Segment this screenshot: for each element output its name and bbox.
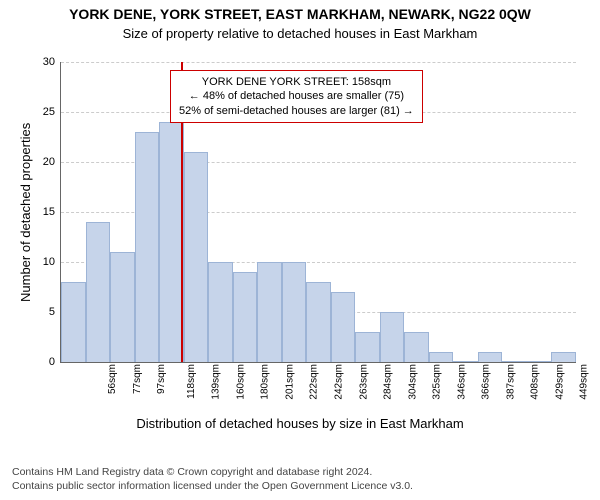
callout-line-1: YORK DENE YORK STREET: 158sqm: [179, 75, 414, 89]
x-tick-label: 429sqm: [554, 364, 565, 400]
y-tick-label: 10: [43, 256, 61, 268]
y-tick-label: 25: [43, 106, 61, 118]
x-tick-label: 201sqm: [285, 364, 296, 400]
x-tick-label: 325sqm: [432, 364, 443, 400]
x-tick-label: 160sqm: [235, 364, 246, 400]
x-tick-label: 139sqm: [211, 364, 222, 400]
x-tick-label: 346sqm: [456, 364, 467, 400]
x-tick-label: 242sqm: [334, 364, 345, 400]
histogram-bar: [478, 352, 503, 362]
x-tick-label: 263sqm: [358, 364, 369, 400]
y-axis-label: Number of detached properties: [18, 123, 33, 302]
histogram-bar: [61, 282, 86, 362]
x-tick-label: 366sqm: [481, 364, 492, 400]
histogram-bar: [453, 361, 478, 362]
footer-line-1: Contains HM Land Registry data © Crown c…: [12, 466, 372, 478]
x-tick-label: 180sqm: [260, 364, 271, 400]
histogram-bar: [502, 361, 527, 362]
x-tick-label: 449sqm: [579, 364, 590, 400]
histogram-bar: [184, 152, 209, 362]
histogram-bar: [208, 262, 233, 362]
y-tick-label: 15: [43, 206, 61, 218]
x-tick-label: 408sqm: [530, 364, 541, 400]
histogram-bar: [110, 252, 135, 362]
x-tick-label: 304sqm: [407, 364, 418, 400]
x-tick-label: 56sqm: [107, 364, 118, 394]
histogram-bar: [551, 352, 576, 362]
histogram-bar: [380, 312, 405, 362]
histogram-bar: [429, 352, 454, 362]
y-tick-label: 5: [49, 306, 61, 318]
histogram-bar: [306, 282, 331, 362]
histogram-bar: [331, 292, 356, 362]
x-tick-label: 118sqm: [186, 364, 197, 399]
property-callout: YORK DENE YORK STREET: 158sqm ← 48% of d…: [170, 70, 423, 123]
callout-line-2: ← 48% of detached houses are smaller (75…: [179, 89, 414, 103]
x-axis-label: Distribution of detached houses by size …: [0, 416, 600, 431]
histogram-bar: [233, 272, 258, 362]
histogram-bar: [135, 132, 160, 362]
property-size-chart: YORK DENE, YORK STREET, EAST MARKHAM, NE…: [0, 0, 600, 500]
x-tick-label: 97sqm: [156, 364, 167, 394]
y-tick-label: 0: [49, 356, 61, 368]
histogram-bar: [159, 122, 184, 362]
y-tick-label: 30: [43, 56, 61, 68]
histogram-bar: [257, 262, 282, 362]
histogram-bar: [355, 332, 380, 362]
footer-line-2: Contains public sector information licen…: [12, 480, 413, 492]
x-tick-label: 387sqm: [505, 364, 516, 400]
histogram-bar: [282, 262, 307, 362]
x-tick-label: 222sqm: [309, 364, 320, 400]
x-tick-label: 284sqm: [383, 364, 394, 400]
grid-line: [61, 62, 576, 63]
histogram-bar: [404, 332, 429, 362]
histogram-bar: [86, 222, 111, 362]
chart-subtitle: Size of property relative to detached ho…: [0, 26, 600, 41]
x-tick-label: 77sqm: [132, 364, 143, 394]
y-tick-label: 20: [43, 156, 61, 168]
histogram-bar: [527, 361, 552, 362]
chart-title: YORK DENE, YORK STREET, EAST MARKHAM, NE…: [0, 6, 600, 22]
callout-line-3: 52% of semi-detached houses are larger (…: [179, 104, 414, 118]
